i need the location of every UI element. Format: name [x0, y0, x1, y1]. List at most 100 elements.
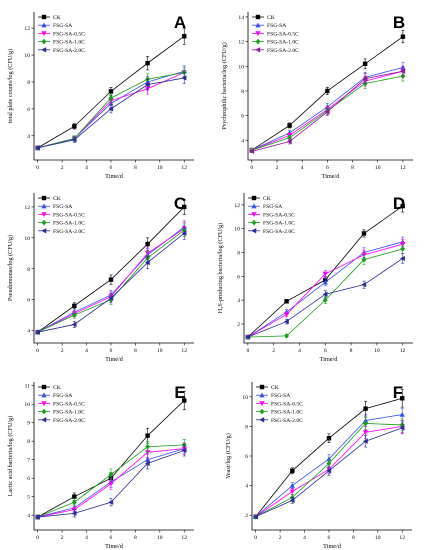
- y-tick-label: 7: [27, 458, 30, 464]
- data-point: [322, 279, 328, 285]
- data-point: [181, 447, 187, 454]
- x-tick-label: 8: [134, 535, 137, 541]
- x-tick-label: 6: [326, 165, 329, 171]
- legend-entry: FSG-SA-0.5C: [263, 212, 295, 218]
- legend-entry: FSG-SA: [271, 393, 290, 399]
- y-axis-label: total plate counts/log (CFU/g): [7, 49, 14, 123]
- legend: CK FSG-SA FSG-SA-0.5C FSG-SA-1.0C FSG-SA-2.0…: [248, 195, 295, 235]
- legend-entry: FSG-SA-2.0C: [53, 418, 85, 424]
- legend-marker: [41, 384, 47, 390]
- x-tick-label: 4: [301, 165, 304, 171]
- data-point: [283, 318, 289, 325]
- y-tick-label: 8: [27, 80, 30, 86]
- y-axis-label: Lactic acid bacteria/log (CFU/g): [7, 416, 14, 497]
- data-point: [362, 75, 368, 82]
- legend-entry: FSG-SA-2.0C: [53, 229, 85, 235]
- legend-entry: FSG-SA: [53, 393, 72, 399]
- legend-marker: [41, 195, 47, 201]
- data-point: [400, 68, 406, 74]
- data-point: [290, 468, 295, 473]
- data-point: [362, 438, 368, 444]
- x-tick-label: 8: [352, 535, 355, 541]
- panel-letter: B: [393, 13, 405, 32]
- data-point: [326, 460, 332, 467]
- legend: CK FSG-SA FSG-SA-0.5C FSG-SA-1.0C FSG-SA-2.0…: [252, 14, 299, 54]
- panel-letter: D: [393, 194, 405, 213]
- data-point: [145, 241, 150, 247]
- x-tick-label: 12: [400, 165, 406, 171]
- axis-frame: [33, 193, 194, 344]
- legend-marker: [255, 22, 261, 28]
- data-point: [72, 303, 77, 309]
- data-point: [287, 123, 292, 128]
- x-tick-label: 8: [351, 165, 354, 171]
- y-tick-label: 6: [245, 454, 248, 460]
- legend: CK FSG-SA FSG-SA-0.5C FSG-SA-1.0C FSG-SA-2.0…: [38, 384, 85, 424]
- legend-entry: FSG-SA-0.5C: [53, 31, 85, 37]
- data-point: [182, 34, 187, 39]
- series-fsg-sa-2-0c: [35, 226, 187, 335]
- legend-marker: [259, 401, 265, 407]
- y-tick-label: 9: [27, 421, 30, 427]
- legend-marker: [251, 212, 257, 218]
- data-point: [362, 430, 369, 435]
- data-point: [326, 436, 332, 441]
- series-fsg-sa-2-0c: [245, 253, 405, 340]
- data-point: [289, 489, 295, 495]
- legend-marker: [41, 212, 47, 218]
- x-tick-label: 4: [303, 535, 306, 541]
- legend-entry: CK: [53, 196, 61, 202]
- data-point: [400, 255, 405, 262]
- data-point: [108, 89, 114, 94]
- y-tick-label: 4: [27, 513, 30, 519]
- legend-marker: [259, 408, 265, 415]
- panel-letter: F: [393, 383, 403, 402]
- data-point: [400, 396, 405, 401]
- chart-panel-d: 0 2 4 6 8 10 12 2 4 6 8 10 12 Time/d H₂S-producing bac…: [217, 193, 413, 363]
- data-point: [322, 297, 328, 304]
- x-tick-label: 0: [36, 535, 39, 541]
- legend-entry: FSG-SA-1.0C: [267, 40, 299, 46]
- y-tick-label: 4: [241, 138, 244, 144]
- y-tick-label: 8: [237, 251, 240, 257]
- data-point: [71, 312, 77, 319]
- y-tick-label: 6: [27, 476, 30, 482]
- data-point: [35, 514, 40, 520]
- legend-marker: [41, 31, 47, 37]
- panel-letter: E: [174, 383, 185, 402]
- legend-entry: FSG-SA-1.0C: [53, 221, 85, 227]
- x-tick-label: 8: [134, 348, 137, 354]
- data-point: [363, 406, 368, 411]
- data-point: [144, 259, 150, 266]
- y-tick-label: 11: [25, 384, 31, 390]
- chart-panel-a: 0 2 4 6 8 10 12 4 6 8 10 12 Time/d total plate counts…: [7, 12, 194, 180]
- data-point: [182, 204, 187, 210]
- data-point: [145, 443, 151, 450]
- y-tick-label: 10: [242, 395, 248, 401]
- data-point: [400, 34, 406, 39]
- x-tick-label: 12: [400, 348, 406, 354]
- x-tick-label: 2: [276, 165, 279, 171]
- legend-entry: FSG-SA-1.0C: [53, 40, 85, 46]
- legend-marker: [41, 408, 47, 415]
- data-point: [284, 332, 289, 339]
- data-point: [289, 482, 295, 488]
- data-point: [108, 499, 114, 505]
- chart-panel-e: 0 2 4 6 8 10 12 4 5 6 7 8 9 10 11 Time/d Lactic acid bac…: [7, 382, 194, 550]
- axis-frame: [251, 382, 412, 531]
- y-tick-label: 10: [24, 53, 30, 59]
- x-tick-label: 0: [36, 165, 39, 171]
- x-tick-label: 6: [110, 348, 113, 354]
- data-point: [71, 321, 77, 328]
- data-point: [145, 60, 150, 66]
- axis-frame: [33, 382, 194, 531]
- data-point: [108, 106, 114, 112]
- legend-marker: [255, 47, 261, 53]
- data-point: [181, 75, 187, 81]
- legend-entry: CK: [263, 196, 271, 202]
- y-tick-label: 6: [237, 274, 240, 280]
- legend-marker: [41, 14, 47, 20]
- legend-entry: FSG-SA-2.0C: [53, 48, 85, 54]
- data-point: [286, 138, 292, 145]
- series-ck: [35, 198, 187, 335]
